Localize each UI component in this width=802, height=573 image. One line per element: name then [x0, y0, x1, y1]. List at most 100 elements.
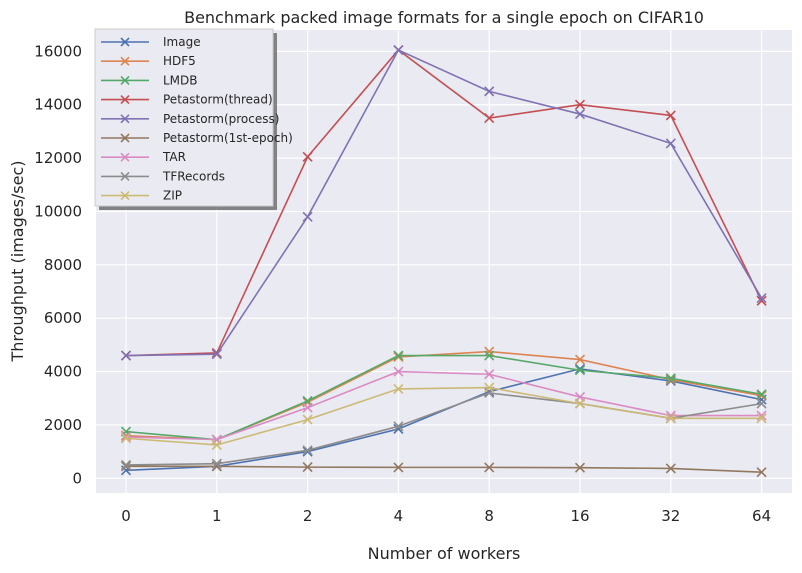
data-point-marker	[484, 369, 495, 380]
data-point-marker	[211, 439, 222, 451]
legend-marker	[120, 75, 130, 85]
data-point-marker	[665, 463, 676, 474]
series-zip	[120, 382, 767, 451]
data-point-marker	[302, 151, 313, 162]
y-tick-label: 6000	[44, 309, 82, 327]
x-tick-label: 16	[570, 507, 589, 525]
legend-item: Petastorm(1st-epoch)	[101, 131, 293, 145]
legend-item: ZIP	[101, 189, 182, 203]
legend-marker	[120, 56, 130, 66]
data-point-marker	[393, 351, 404, 362]
data-point-marker	[574, 398, 586, 409]
y-axis-title: Throughput (images/sec)	[8, 160, 27, 362]
data-point-marker	[756, 389, 767, 400]
data-point-marker	[574, 354, 586, 365]
legend-label: Petastorm(thread)	[163, 93, 273, 107]
data-point-marker	[665, 138, 676, 149]
data-point-marker	[302, 402, 313, 413]
legend-items: Image HDF5 LMDB Petastorm(thread) Petastorm(…	[101, 35, 293, 203]
legend-label: Petastorm(process)	[163, 112, 279, 126]
data-point-marker	[120, 433, 132, 444]
data-point-marker	[120, 459, 132, 471]
legend-item: HDF5	[101, 54, 196, 68]
series-line	[125, 48, 763, 357]
legend-label: Image	[163, 35, 201, 49]
legend-label: TAR	[162, 150, 186, 164]
legend-item: TAR	[101, 150, 186, 164]
legend-label: LMDB	[163, 73, 198, 87]
data-point-marker	[302, 462, 313, 473]
x-axis-title: Number of workers	[368, 544, 521, 563]
data-point-marker	[302, 445, 313, 456]
data-point-marker	[302, 446, 313, 457]
legend-marker	[120, 95, 130, 105]
legend-item: Petastorm(thread)	[101, 93, 273, 107]
data-point-marker	[302, 414, 313, 425]
data-point-marker	[756, 398, 767, 409]
data-point-marker	[574, 363, 586, 374]
grid-lines	[96, 30, 792, 493]
data-point-marker	[574, 108, 586, 120]
x-tick-label: 64	[752, 507, 771, 525]
data-point-marker	[120, 461, 132, 472]
legend-marker	[120, 37, 130, 47]
data-point-marker	[756, 467, 767, 478]
y-tick-label: 10000	[34, 202, 82, 220]
legend-item: TFRecords	[101, 169, 225, 183]
y-tick-label: 12000	[34, 149, 82, 167]
series-line	[126, 465, 762, 473]
y-tick-label: 0	[72, 469, 82, 487]
data-point-marker	[393, 383, 404, 394]
legend-label: TFRecords	[162, 169, 225, 183]
legend-marker	[120, 133, 130, 143]
legend: Image HDF5 LMDB Petastorm(thread) Petastorm(…	[94, 28, 293, 210]
data-point-marker	[484, 462, 495, 473]
data-point-marker	[484, 382, 495, 393]
data-point-marker	[484, 350, 495, 361]
data-point-marker	[120, 431, 132, 443]
data-point-marker	[756, 390, 767, 401]
data-point-marker	[393, 421, 404, 432]
data-point-marker	[393, 366, 404, 377]
legend-marker	[120, 152, 130, 162]
legend-label: ZIP	[163, 189, 182, 203]
x-tick-label: 1	[212, 507, 222, 525]
legend-item: LMDB	[101, 73, 198, 87]
series-line	[125, 48, 763, 357]
series-petastorm-process-	[120, 44, 767, 361]
data-point-marker	[574, 99, 586, 110]
data-point-marker	[393, 44, 404, 56]
data-point-marker	[484, 86, 495, 97]
data-point-marker	[574, 462, 586, 473]
data-point-marker	[756, 293, 767, 304]
y-tick-label: 8000	[44, 256, 82, 274]
data-point-marker	[484, 346, 495, 357]
x-tick-label: 0	[121, 507, 131, 525]
data-point-marker	[756, 295, 767, 306]
legend-label: Petastorm(1st-epoch)	[163, 131, 293, 145]
data-point-marker	[211, 458, 222, 469]
series-line	[125, 386, 762, 446]
data-point-marker	[756, 413, 767, 424]
series-line	[125, 354, 762, 441]
legend-item: Image	[101, 35, 201, 49]
series-lines	[120, 44, 767, 478]
chart-title: Benchmark packed image formats for a sin…	[184, 8, 704, 27]
x-tick-labels: 0 1 2 4 8 16 32 64	[121, 507, 771, 525]
series-tar	[120, 366, 767, 445]
legend-marker	[120, 191, 130, 201]
data-point-marker	[665, 373, 676, 384]
y-tick-label: 16000	[34, 42, 82, 60]
data-point-marker	[665, 413, 676, 424]
x-tick-label: 4	[394, 507, 404, 525]
series-line	[125, 370, 762, 441]
y-tick-labels: 0 2000 4000 6000 8000 10000 12000 14000 16000	[34, 42, 82, 487]
series-petastorm-1st-epoch-	[120, 461, 767, 478]
data-point-marker	[393, 350, 404, 361]
legend-marker	[120, 171, 130, 181]
data-point-marker	[211, 349, 222, 360]
x-tick-label: 2	[303, 507, 313, 525]
legend-item: Petastorm(process)	[101, 112, 279, 126]
y-tick-label: 2000	[44, 416, 82, 434]
